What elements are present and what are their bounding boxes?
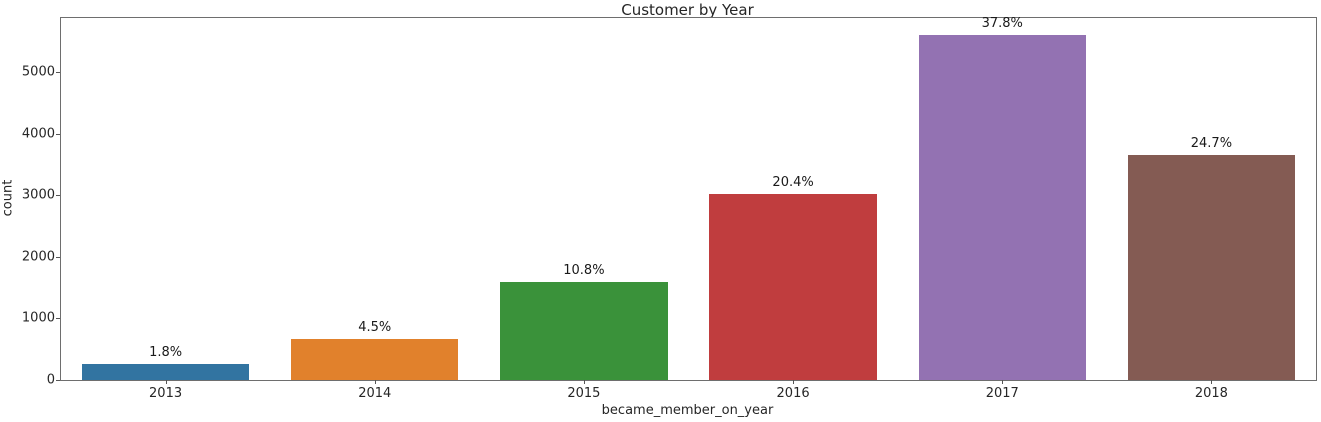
x-tick-label-2015: 2015	[567, 386, 601, 401]
bar-2015	[500, 281, 668, 380]
bar-value-label-2017: 37.8%	[981, 16, 1023, 32]
y-tick-mark-2000	[56, 256, 60, 258]
bar-2016	[709, 193, 877, 380]
x-tick-mark-2017	[1002, 380, 1004, 384]
y-tick-label-3000: 3000	[21, 187, 55, 203]
bar-value-label-2015: 10.8%	[563, 262, 605, 278]
y-tick-mark-3000	[56, 195, 60, 197]
y-tick-label-1000: 1000	[21, 310, 55, 326]
x-tick-label-2013: 2013	[149, 386, 183, 401]
x-axis-label: became_member_on_year	[601, 403, 774, 418]
bar-2017	[918, 35, 1086, 380]
x-tick-label-2017: 2017	[985, 386, 1019, 401]
y-tick-label-0: 0	[46, 372, 55, 388]
bar-2014	[291, 338, 459, 380]
x-tick-label-2014: 2014	[358, 386, 392, 401]
y-tick-mark-4000	[56, 133, 60, 135]
x-tick-label-2018: 2018	[1194, 386, 1228, 401]
x-tick-mark-2018	[1211, 380, 1213, 384]
chart-title: Customer by Year	[621, 1, 754, 19]
y-tick-mark-1000	[56, 318, 60, 320]
bar-value-label-2016: 20.4%	[772, 174, 814, 190]
x-tick-mark-2013	[165, 380, 167, 384]
bar-2018	[1127, 154, 1296, 380]
y-tick-label-2000: 2000	[21, 249, 55, 265]
y-axis-label: count	[0, 179, 16, 217]
bar-2013	[81, 363, 250, 380]
y-tick-label-5000: 5000	[21, 64, 55, 80]
x-tick-mark-2016	[793, 380, 795, 384]
y-tick-label-4000: 4000	[21, 126, 55, 142]
plot-area: 1.8% 4.5% 10.8% 20.4% 37.8% 24.7%	[60, 16, 1317, 381]
bar-value-label-2013: 1.8%	[149, 344, 183, 360]
x-tick-mark-2015	[583, 380, 585, 384]
bar-value-label-2018: 24.7%	[1190, 135, 1233, 151]
y-tick-mark-0	[56, 380, 60, 381]
bar-value-label-2014: 4.5%	[358, 319, 392, 335]
x-tick-label-2016: 2016	[776, 386, 810, 401]
y-tick-mark-5000	[56, 72, 60, 74]
x-tick-mark-2014	[374, 380, 376, 384]
